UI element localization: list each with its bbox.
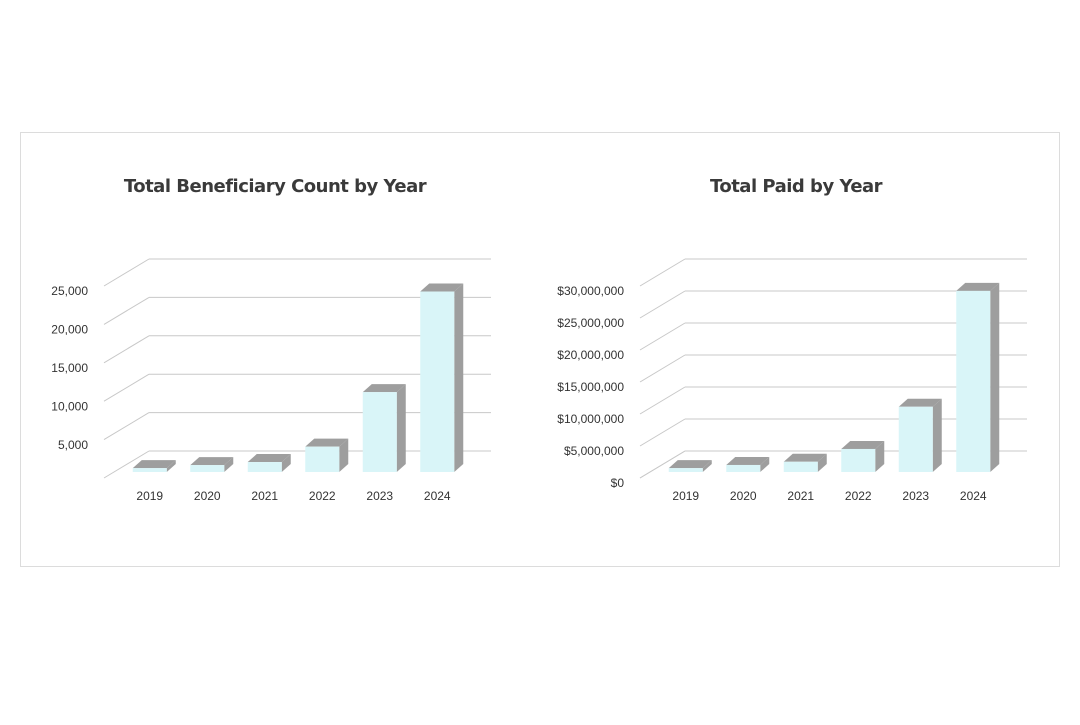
bar-top <box>190 457 234 466</box>
bar-top <box>898 398 942 407</box>
chart-title: Total Beneficiary Count by Year <box>124 176 427 197</box>
bar-top <box>726 456 770 465</box>
bar <box>956 290 991 472</box>
bar-side <box>454 283 464 472</box>
x-tick-label: 2019 <box>672 489 699 503</box>
bar <box>132 468 167 472</box>
x-tick-label: 2024 <box>424 489 451 503</box>
y-tick-label: 25,000 <box>51 284 88 298</box>
y-tick-label: 15,000 <box>51 361 88 375</box>
bar-side <box>875 440 885 472</box>
grid-line <box>639 258 686 287</box>
x-tick-label: 2019 <box>136 489 163 503</box>
y-tick-label: 5,000 <box>58 438 88 452</box>
y-tick-label: $0 <box>611 476 625 490</box>
bar <box>668 468 703 472</box>
bar <box>420 291 455 472</box>
grid-line <box>103 296 150 325</box>
bar-top <box>956 282 1000 291</box>
x-tick-label: 2021 <box>787 489 814 503</box>
grid-line <box>103 258 150 287</box>
bar <box>305 446 340 472</box>
bar-side <box>339 438 349 472</box>
grid-line <box>103 373 150 402</box>
bar-top <box>420 283 464 292</box>
grid-line <box>639 450 686 479</box>
grid-line <box>639 386 686 415</box>
y-tick-label: $20,000,000 <box>557 348 624 362</box>
bar <box>898 406 933 472</box>
x-tick-label: 2022 <box>845 489 872 503</box>
bar-side <box>760 456 770 472</box>
y-tick-label: $30,000,000 <box>557 284 624 298</box>
bar-side <box>396 384 406 472</box>
chart-title: Total Paid by Year <box>710 176 883 197</box>
y-tick-label: $25,000,000 <box>557 316 624 330</box>
bar <box>247 462 282 472</box>
bar-side <box>224 457 234 472</box>
x-tick-label: 2020 <box>194 489 221 503</box>
bar <box>726 464 761 472</box>
bar-top <box>305 438 349 447</box>
x-tick-label: 2024 <box>960 489 987 503</box>
bar-side <box>817 453 827 472</box>
bar-top <box>783 453 827 462</box>
y-tick-label: $5,000,000 <box>564 444 624 458</box>
x-tick-label: 2021 <box>251 489 278 503</box>
bar <box>783 461 818 472</box>
grid-line <box>639 290 686 319</box>
y-tick-label: $15,000,000 <box>557 380 624 394</box>
bar <box>190 465 225 472</box>
bar-side <box>702 460 712 472</box>
grid-line <box>639 322 686 351</box>
bar <box>362 392 397 472</box>
y-tick-label: $10,000,000 <box>557 412 624 426</box>
y-tick-label: 10,000 <box>51 399 88 413</box>
bar-side <box>990 282 1000 472</box>
grid-line <box>103 412 150 441</box>
grid-line <box>639 354 686 383</box>
grid-line <box>639 418 686 447</box>
grid-line <box>103 450 150 479</box>
panel <box>20 132 1060 567</box>
bar <box>841 448 876 472</box>
x-tick-label: 2020 <box>730 489 757 503</box>
bar-side <box>932 398 942 472</box>
grid-line <box>103 335 150 364</box>
y-tick-label: 20,000 <box>51 323 88 337</box>
bar-side <box>166 460 176 472</box>
bar-top <box>841 440 885 449</box>
bar-top <box>362 384 406 393</box>
bar-side <box>281 454 291 472</box>
bar-top <box>132 460 176 469</box>
x-tick-label: 2022 <box>309 489 336 503</box>
bar-top <box>247 454 291 463</box>
x-tick-label: 2023 <box>902 489 929 503</box>
bar-top <box>668 460 712 469</box>
x-tick-label: 2023 <box>366 489 393 503</box>
